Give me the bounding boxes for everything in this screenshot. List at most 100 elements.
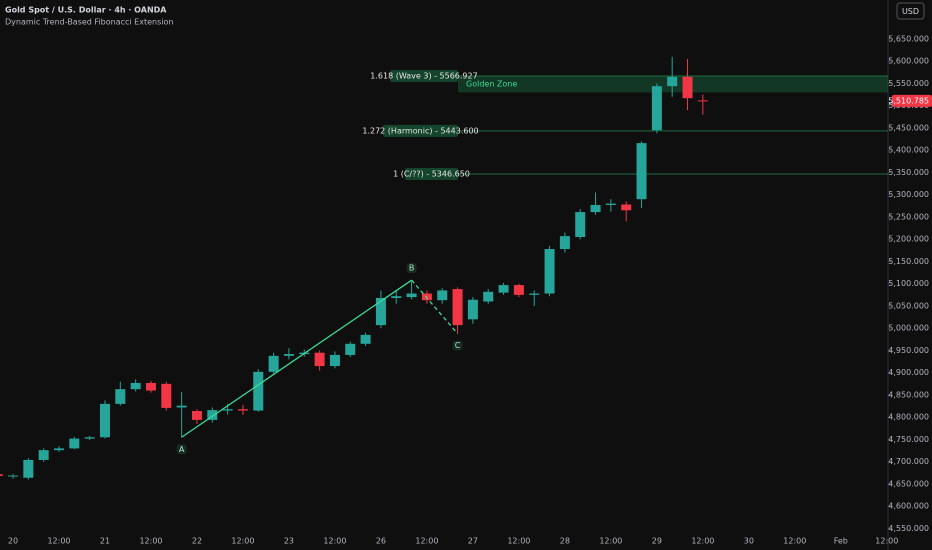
y-tick-label: 4,650.000 (888, 479, 929, 488)
y-tick-label: 5,400.000 (888, 146, 929, 155)
fib-level-box (390, 69, 458, 82)
fib-level-box (383, 124, 458, 137)
x-tick-label: 12:00 (139, 537, 162, 546)
candle-body (161, 383, 172, 408)
candle-body (329, 354, 340, 367)
y-tick-label: 5,200.000 (888, 235, 929, 244)
y-tick-label: 4,750.000 (888, 435, 929, 444)
indicator-name: Dynamic Trend-Based Fibonacci Extension (5, 18, 173, 27)
candle-body (406, 293, 417, 298)
candle-body (636, 143, 647, 200)
candle-body (191, 411, 202, 420)
candle-body (38, 450, 49, 460)
x-tick-label: 30 (744, 537, 754, 546)
candle-body (483, 291, 494, 302)
x-tick-label: 12:00 (599, 537, 622, 546)
x-tick-label: 26 (376, 537, 386, 546)
candle-body (53, 448, 64, 451)
y-tick-label: 5,150.000 (888, 257, 929, 266)
y-tick-label: 5,050.000 (888, 301, 929, 310)
candle-body (452, 289, 463, 326)
candle-body (590, 204, 601, 213)
candle-body (0, 474, 3, 476)
fib-level-label: 1 (C/??) - 5346.650 (393, 169, 470, 178)
wave-point-label: C (455, 341, 461, 350)
candle-body (145, 382, 156, 391)
candle-body (115, 389, 126, 404)
candle-body (268, 355, 279, 372)
candle-body (207, 410, 218, 420)
candle-body (99, 403, 110, 438)
candle-body (682, 76, 693, 99)
candle-body (544, 249, 555, 294)
candle-body (84, 437, 95, 439)
candle-body (222, 409, 233, 411)
x-tick-label: 12:00 (231, 537, 254, 546)
y-tick-label: 5,100.000 (888, 279, 929, 288)
candle-body (575, 212, 586, 238)
candle-body (437, 290, 448, 301)
candle-body (697, 100, 708, 102)
fib-level-label: 1.272 (Harmonic) - 5443.600 (362, 126, 478, 135)
x-tick-label: 20 (8, 537, 18, 546)
x-tick-label: 12:00 (507, 537, 530, 546)
y-tick-label: 5,550.000 (888, 79, 929, 88)
candle-body (467, 299, 478, 320)
candle-body (130, 382, 141, 390)
wave-line-bc (411, 279, 459, 334)
last-price-box (892, 94, 932, 107)
y-tick-label: 4,600.000 (888, 502, 929, 511)
x-tick-label: 12:00 (323, 537, 346, 546)
y-tick-label: 4,850.000 (888, 390, 929, 399)
x-tick-label: 12:00 (691, 537, 714, 546)
y-tick-label: 4,700.000 (888, 457, 929, 466)
x-tick-label: Feb (834, 537, 848, 546)
candle-body (391, 296, 402, 298)
wave-point-box (176, 444, 187, 455)
y-tick-label: 5,000.000 (888, 324, 929, 333)
x-tick-label: 12:00 (875, 537, 898, 546)
candle-body (237, 409, 248, 411)
candle-body (667, 76, 678, 87)
candle-body (176, 405, 187, 408)
candle-body (529, 293, 540, 295)
x-tick-label: 12:00 (47, 537, 70, 546)
candle-body (345, 343, 356, 355)
wave-point-box (452, 340, 463, 351)
wave-point-label: A (179, 445, 185, 454)
y-tick-label: 4,800.000 (888, 413, 929, 422)
x-tick-label: 28 (560, 537, 570, 546)
candle-body (69, 438, 80, 449)
candle-body (23, 459, 34, 478)
y-tick-label: 4,550.000 (888, 524, 929, 533)
x-tick-label: 27 (468, 537, 478, 546)
golden-zone-label: Golden Zone (466, 80, 517, 89)
y-tick-label: 5,650.000 (888, 34, 929, 43)
candle-body (375, 297, 386, 326)
candle-body (8, 475, 18, 477)
fib-level-box (405, 167, 458, 180)
y-tick-label: 5,300.000 (888, 190, 929, 199)
currency-button[interactable] (896, 2, 925, 20)
candle-body (421, 293, 432, 301)
candle-body (253, 371, 264, 411)
y-tick-label: 4,900.000 (888, 368, 929, 377)
x-tick-label: 22 (192, 537, 202, 546)
last-price-label: 5,510.785 (888, 96, 929, 105)
chart-title: Gold Spot / U.S. Dollar · 4h · OANDA (5, 6, 167, 15)
candle-body (498, 285, 509, 293)
currency-label[interactable]: USD (902, 7, 919, 16)
y-tick-label: 4,950.000 (888, 346, 929, 355)
y-tick-label: 5,600.000 (888, 57, 929, 66)
wave-point-box (406, 263, 417, 274)
candle-body (605, 203, 616, 205)
candle-body (651, 86, 662, 131)
candle-body (314, 352, 325, 367)
fib-level-label: 1.618 (Wave 3) - 5566.927 (370, 71, 477, 80)
x-tick-label: 21 (100, 537, 110, 546)
wave-line-ab (181, 279, 412, 438)
candle-body (559, 236, 570, 250)
y-tick-label: 5,450.000 (888, 123, 929, 132)
candle-body (360, 334, 371, 344)
